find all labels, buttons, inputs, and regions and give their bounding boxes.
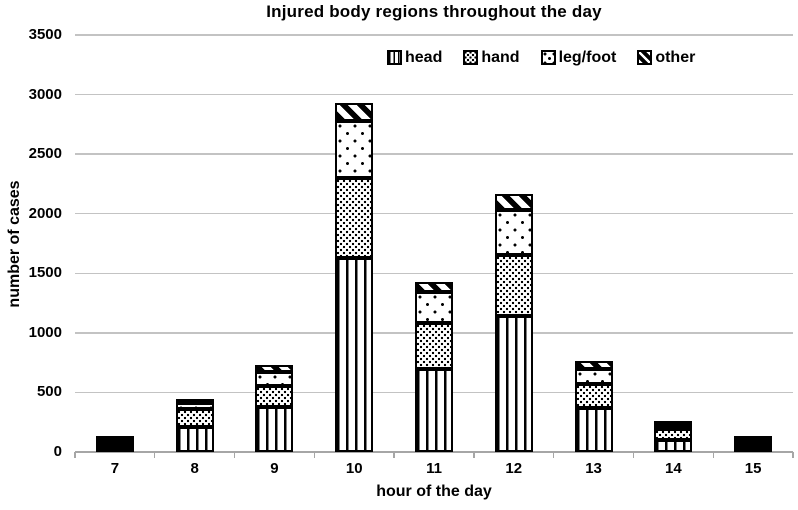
bar-hour-11 [415, 281, 453, 452]
legend-label: leg/foot [558, 49, 617, 66]
bar-segment-hand [175, 409, 214, 427]
bar-segment-head [95, 448, 134, 452]
bar-segment-head [574, 407, 613, 452]
legend-swatch-other [637, 50, 653, 65]
bar-hour-10 [335, 102, 374, 452]
bar-segment-head [255, 406, 294, 452]
bar-hour-12 [494, 193, 533, 452]
y-tick-label: 2000 [28, 204, 62, 222]
x-tick-label: 10 [345, 460, 363, 477]
axis-tick [74, 452, 76, 458]
y-tick-label: 2500 [28, 145, 62, 163]
bar-segment-hand [734, 444, 773, 448]
x-tick-label: 8 [190, 460, 199, 477]
x-axis-title: hour of the day [376, 483, 492, 500]
bar-segment-leg-foot [494, 210, 533, 256]
bar-segment-other [654, 420, 693, 425]
gridline [75, 34, 793, 36]
bar-segment-hand [335, 178, 374, 258]
legend-label: head [405, 49, 443, 66]
bar-hour-9 [255, 365, 294, 452]
bar-segment-other [415, 281, 453, 292]
bar-segment-other [175, 398, 214, 403]
gridline [75, 272, 793, 274]
legend-label: other [655, 49, 696, 66]
chart-title: Injured body regions throughout the day [266, 2, 602, 21]
gridline [75, 153, 793, 155]
axis-tick [473, 452, 475, 458]
y-tick-label: 500 [36, 383, 62, 401]
x-tick-label: 14 [664, 460, 682, 477]
x-tick-label: 9 [270, 460, 279, 477]
bar-segment-hand [654, 428, 693, 441]
x-tick-label: 7 [110, 460, 120, 477]
bar-segment-head [175, 426, 214, 452]
bar-hour-14 [654, 420, 693, 452]
axis-tick [393, 452, 395, 458]
bar-segment-other [494, 193, 533, 211]
bar-segment-leg-foot [734, 440, 773, 444]
legend-swatch-hand [463, 50, 479, 65]
y-tick-label: 0 [53, 443, 62, 460]
legend-item-head: head [387, 49, 443, 66]
x-axis-line [75, 451, 793, 453]
y-tick-label: 3500 [28, 26, 62, 43]
bar-segment-leg-foot [255, 372, 294, 387]
bar-segment-leg-foot [95, 440, 134, 444]
bar-segment-other [95, 436, 134, 440]
y-axis-title: number of cases [6, 180, 23, 308]
bar-segment-leg-foot [415, 291, 453, 324]
bar-segment-leg-foot [574, 369, 613, 385]
legend-item-other: other [637, 49, 696, 66]
legend: head hand leg/foot other [387, 49, 696, 66]
axis-tick [712, 452, 714, 458]
bar-segment-other [574, 360, 613, 370]
x-tick-label: 12 [505, 460, 523, 477]
y-tick-label: 1000 [28, 323, 62, 341]
bar-segment-other [335, 102, 374, 122]
bar-hour-8 [175, 398, 214, 452]
bar-segment-hand [255, 386, 294, 407]
bar-segment-hand [95, 444, 134, 448]
bar-segment-leg-foot [654, 424, 693, 429]
bar-segment-other [734, 436, 773, 440]
bar-segment-head [734, 448, 773, 452]
bar-segment-leg-foot [175, 402, 214, 410]
x-tick-label: 15 [744, 460, 762, 477]
bar-hour-7 [95, 436, 134, 452]
axis-tick [552, 452, 555, 458]
bar-segment-head [335, 257, 374, 452]
axis-tick [632, 452, 635, 458]
bar-segment-head [415, 368, 453, 452]
gridline [75, 93, 793, 96]
bar-segment-hand [574, 384, 613, 408]
legend-label: hand [481, 49, 520, 66]
axis-tick [233, 452, 236, 458]
bar-segment-leg-foot [335, 121, 374, 178]
x-tick-label: 11 [426, 460, 442, 477]
bar-segment-head [654, 440, 693, 452]
legend-swatch-leg-foot [540, 50, 556, 65]
y-tick-label: 1500 [28, 264, 62, 282]
gridline [75, 213, 793, 215]
axis-tick [313, 452, 316, 458]
axis-tick [792, 452, 794, 458]
legend-swatch-head [387, 50, 402, 65]
bar-segment-head [494, 316, 533, 452]
bar-hour-13 [574, 360, 613, 452]
x-tick-label: 13 [585, 460, 602, 477]
axis-tick [154, 452, 156, 458]
bar-segment-other [255, 365, 294, 373]
legend-item-leg-foot: leg/foot [540, 49, 617, 66]
bar-segment-hand [494, 255, 533, 317]
legend-item-hand: hand [463, 49, 520, 66]
y-tick-label: 3000 [28, 85, 62, 103]
bar-segment-hand [415, 323, 453, 369]
bar-hour-15 [734, 436, 773, 452]
